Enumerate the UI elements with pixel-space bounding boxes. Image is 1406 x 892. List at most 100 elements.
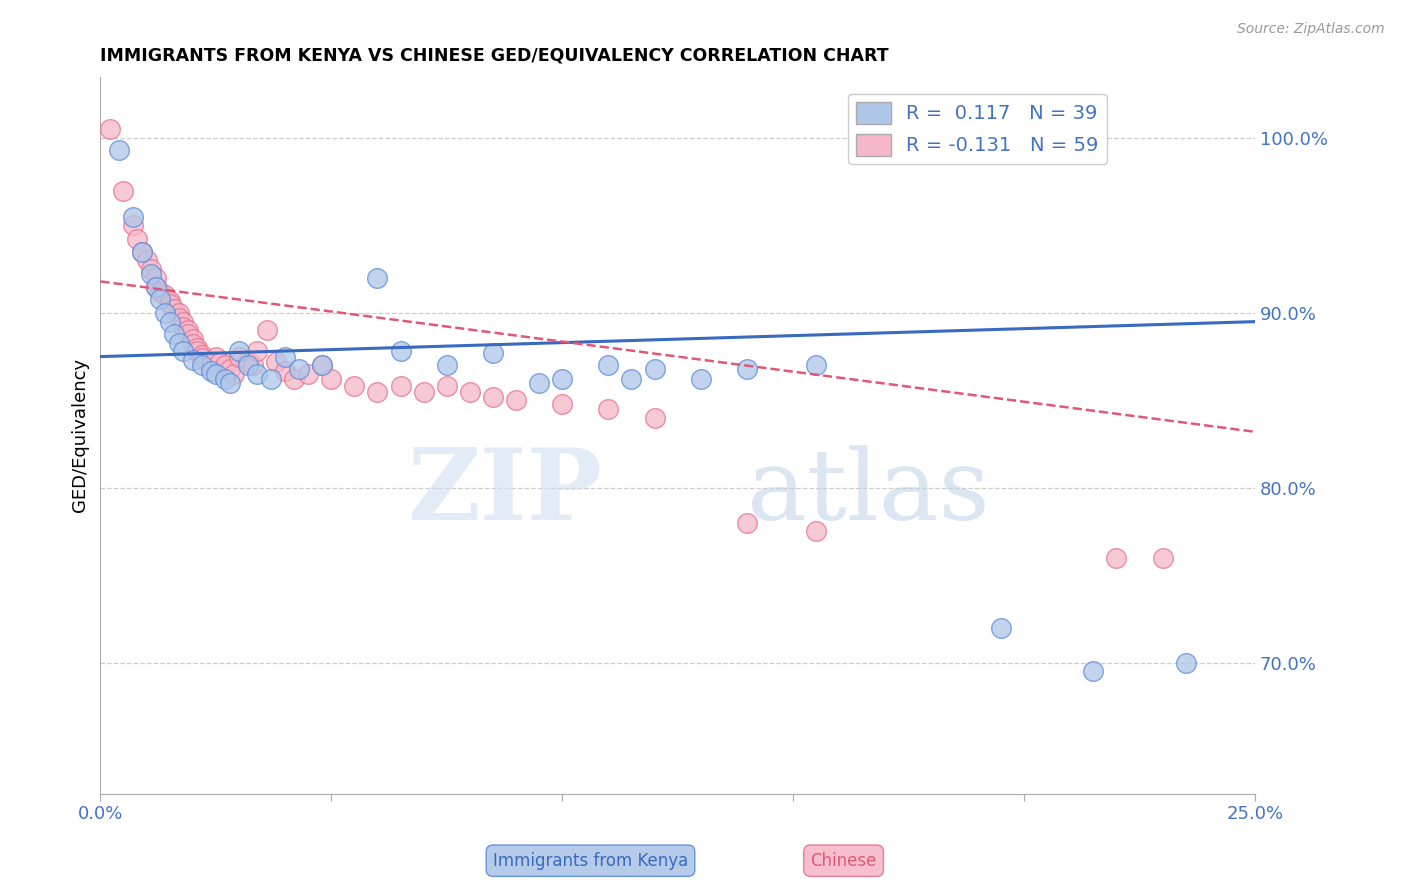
Point xyxy=(598,402,620,417)
Point xyxy=(195,355,218,369)
Point xyxy=(224,367,246,381)
Point xyxy=(163,302,186,317)
Point xyxy=(644,410,666,425)
Point xyxy=(121,219,143,233)
Point xyxy=(209,355,232,369)
Point xyxy=(366,384,388,399)
Point xyxy=(172,344,194,359)
Point xyxy=(163,326,186,341)
Point xyxy=(735,516,758,530)
Point xyxy=(181,353,204,368)
Point xyxy=(172,319,194,334)
Point xyxy=(98,122,121,136)
Text: atlas: atlas xyxy=(747,445,990,541)
Point xyxy=(242,359,264,373)
Text: Source: ZipAtlas.com: Source: ZipAtlas.com xyxy=(1237,22,1385,37)
Point xyxy=(214,359,236,373)
Point xyxy=(145,279,167,293)
Point xyxy=(236,355,259,369)
Point xyxy=(214,372,236,386)
Point xyxy=(186,344,208,359)
Point xyxy=(131,244,153,259)
Point xyxy=(264,355,287,369)
Point xyxy=(181,337,204,351)
Text: IMMIGRANTS FROM KENYA VS CHINESE GED/EQUIVALENCY CORRELATION CHART: IMMIGRANTS FROM KENYA VS CHINESE GED/EQU… xyxy=(100,46,889,64)
Point xyxy=(1174,656,1197,670)
Point xyxy=(735,362,758,376)
Text: ZIP: ZIP xyxy=(408,444,603,541)
Point xyxy=(527,376,550,390)
Point xyxy=(482,390,505,404)
Point xyxy=(436,359,458,373)
Point xyxy=(246,344,269,359)
Point xyxy=(228,344,250,359)
Point xyxy=(112,184,135,198)
Point xyxy=(153,306,176,320)
Point xyxy=(505,393,527,408)
Point xyxy=(204,367,226,381)
Point xyxy=(343,379,366,393)
Point xyxy=(167,335,190,350)
Point xyxy=(990,621,1012,635)
Point xyxy=(204,350,226,364)
Point xyxy=(689,372,711,386)
Point xyxy=(1152,550,1174,565)
Point xyxy=(260,372,283,386)
Point xyxy=(297,367,319,381)
Point xyxy=(274,350,297,364)
Point xyxy=(108,144,131,158)
Point xyxy=(389,344,412,359)
Point xyxy=(191,351,214,366)
Point xyxy=(804,524,827,539)
Point xyxy=(551,372,574,386)
Point xyxy=(121,210,143,224)
Point xyxy=(167,311,190,326)
Point xyxy=(321,372,343,386)
Point xyxy=(218,376,240,390)
Text: Chinese: Chinese xyxy=(810,852,877,870)
Point xyxy=(141,268,163,282)
Point xyxy=(153,288,176,302)
Text: Immigrants from Kenya: Immigrants from Kenya xyxy=(494,852,688,870)
Point xyxy=(191,348,214,362)
Point xyxy=(644,362,666,376)
Point xyxy=(141,262,163,277)
Point xyxy=(366,271,388,285)
Point xyxy=(145,279,167,293)
Point xyxy=(288,362,311,376)
Y-axis label: GED/Equivalency: GED/Equivalency xyxy=(72,359,89,512)
Point xyxy=(620,372,643,386)
Point xyxy=(389,379,412,393)
Point xyxy=(149,285,172,299)
Point xyxy=(131,244,153,259)
Point xyxy=(181,332,204,346)
Point xyxy=(598,359,620,373)
Point xyxy=(177,323,200,337)
Point xyxy=(200,359,222,373)
Point xyxy=(1083,665,1105,679)
Point xyxy=(274,363,297,377)
Point xyxy=(149,292,172,306)
Point xyxy=(482,346,505,360)
Point xyxy=(159,293,181,308)
Point xyxy=(172,315,194,329)
Point xyxy=(200,363,222,377)
Point xyxy=(436,379,458,393)
Point xyxy=(1105,550,1128,565)
Point xyxy=(135,253,157,268)
Point xyxy=(804,359,827,373)
Point xyxy=(177,326,200,341)
Point xyxy=(145,271,167,285)
Point xyxy=(458,384,481,399)
Point xyxy=(218,362,240,376)
Legend: R =  0.117   N = 39, R = -0.131   N = 59: R = 0.117 N = 39, R = -0.131 N = 59 xyxy=(848,94,1107,164)
Point xyxy=(228,350,250,364)
Point xyxy=(412,384,434,399)
Point xyxy=(186,341,208,355)
Point xyxy=(256,323,278,337)
Point xyxy=(283,372,305,386)
Point xyxy=(127,232,149,246)
Point xyxy=(246,367,269,381)
Point xyxy=(311,359,333,373)
Point xyxy=(167,306,190,320)
